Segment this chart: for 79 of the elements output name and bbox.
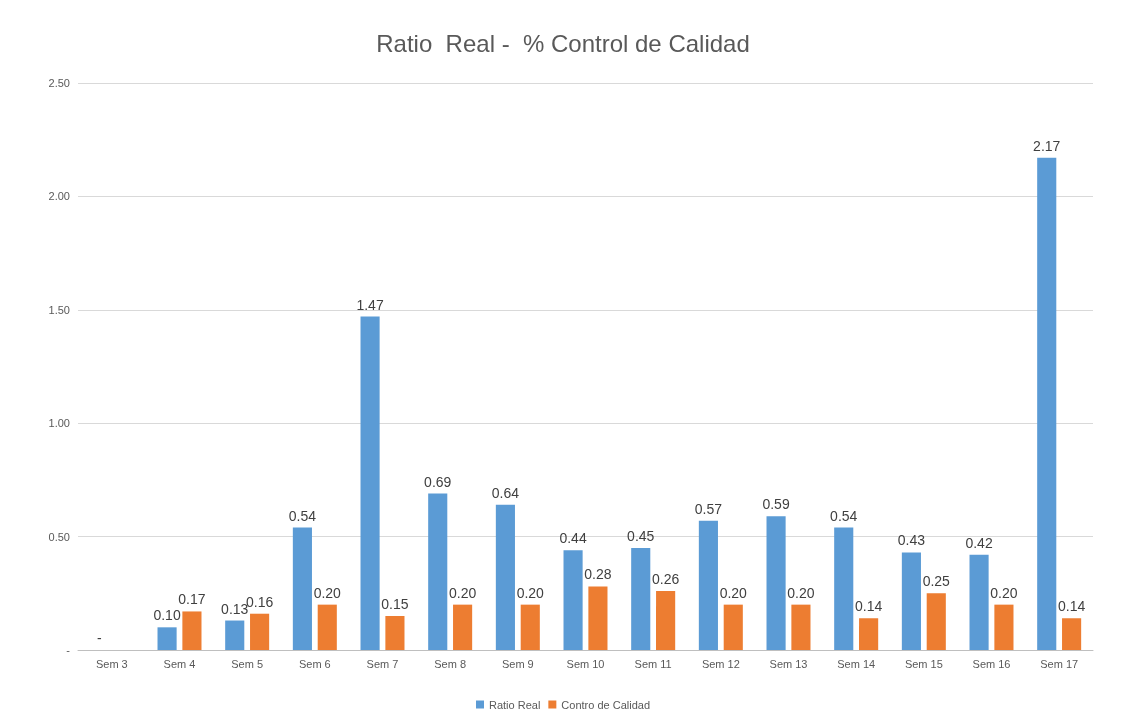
bar xyxy=(520,604,540,650)
data-label: 0.26 xyxy=(651,571,680,588)
data-label: 0.57 xyxy=(694,500,723,517)
bar xyxy=(453,604,473,650)
bar xyxy=(994,604,1014,650)
bar xyxy=(588,586,608,650)
y-tick-label: 0.50 xyxy=(48,530,70,543)
legend-label: Contro de Calidad xyxy=(561,698,651,711)
legend-label: Ratio Real xyxy=(488,698,541,711)
data-label: 0.20 xyxy=(787,584,815,601)
bar xyxy=(428,493,448,650)
bar xyxy=(360,316,380,650)
bar xyxy=(1062,618,1082,650)
data-label: 0.54 xyxy=(288,507,317,524)
y-tick-label: 2.50 xyxy=(48,77,70,89)
bar xyxy=(766,516,786,650)
data-label: - xyxy=(97,630,103,646)
data-label: 0.15 xyxy=(381,595,409,612)
data-label: 1.47 xyxy=(356,296,384,313)
x-tick-label: Sem 12 xyxy=(701,657,740,670)
data-label: 0.45 xyxy=(627,527,655,544)
bar xyxy=(926,593,946,650)
data-label: 0.20 xyxy=(313,584,342,601)
bar xyxy=(791,604,811,650)
data-label: 0.20 xyxy=(516,584,545,601)
x-tick-label: Sem 15 xyxy=(904,657,943,670)
x-tick-label: Sem 3 xyxy=(95,657,128,670)
data-label: 0.14 xyxy=(854,598,883,615)
x-tick-label: Sem 7 xyxy=(366,657,399,670)
x-tick-label: Sem 16 xyxy=(972,657,1011,670)
bar xyxy=(563,550,583,650)
data-label: 0.43 xyxy=(897,532,926,549)
x-tick-label: Sem 4 xyxy=(163,657,196,670)
data-label: 0.14 xyxy=(1057,598,1086,615)
bar xyxy=(723,604,743,650)
bar xyxy=(495,504,515,650)
data-label: 0.10 xyxy=(153,607,181,624)
x-tick-label: Sem 9 xyxy=(501,657,534,670)
data-label: 0.17 xyxy=(178,591,206,608)
x-tick-label: Sem 14 xyxy=(837,657,876,670)
bar xyxy=(834,527,854,650)
data-label: 0.20 xyxy=(990,584,1018,601)
bar xyxy=(1037,157,1057,650)
chart-title: Ratio Real - % Control de Calidad xyxy=(376,29,750,57)
data-label: 0.69 xyxy=(424,473,452,490)
data-label: 2.17 xyxy=(1033,137,1061,154)
y-tick-label: 1.00 xyxy=(48,417,70,430)
x-tick-label: Sem 10 xyxy=(566,657,605,670)
x-tick-label: Sem 5 xyxy=(231,657,264,670)
bar xyxy=(225,620,245,650)
x-tick-label: Sem 13 xyxy=(769,657,808,670)
data-label: 0.64 xyxy=(491,484,520,501)
bar xyxy=(292,527,312,650)
y-tick-label: 2.00 xyxy=(48,190,70,203)
y-tick-label: - xyxy=(66,644,71,656)
bar xyxy=(250,613,270,650)
data-label: 0.20 xyxy=(719,584,748,601)
bar xyxy=(901,552,921,650)
x-tick-label: Sem 11 xyxy=(634,657,672,670)
x-tick-label: Sem 6 xyxy=(298,657,331,670)
data-label: 0.54 xyxy=(830,507,858,524)
y-tick-label: 1.50 xyxy=(48,303,70,316)
x-tick-label: Sem 8 xyxy=(434,657,467,670)
data-label: 0.28 xyxy=(584,566,612,583)
bar xyxy=(656,591,676,650)
bar xyxy=(317,604,337,650)
data-label: 0.25 xyxy=(922,573,951,590)
bar xyxy=(157,627,177,650)
bar xyxy=(182,611,202,650)
bar xyxy=(859,618,879,650)
data-label: 0.42 xyxy=(965,534,993,551)
bar xyxy=(631,547,651,650)
bar xyxy=(969,554,989,650)
x-tick-label: Sem 17 xyxy=(1040,657,1079,670)
data-label: 0.44 xyxy=(559,530,587,547)
bar xyxy=(385,615,405,650)
data-label: 0.20 xyxy=(448,584,477,601)
bar xyxy=(698,520,718,650)
data-label: 0.59 xyxy=(762,496,790,513)
